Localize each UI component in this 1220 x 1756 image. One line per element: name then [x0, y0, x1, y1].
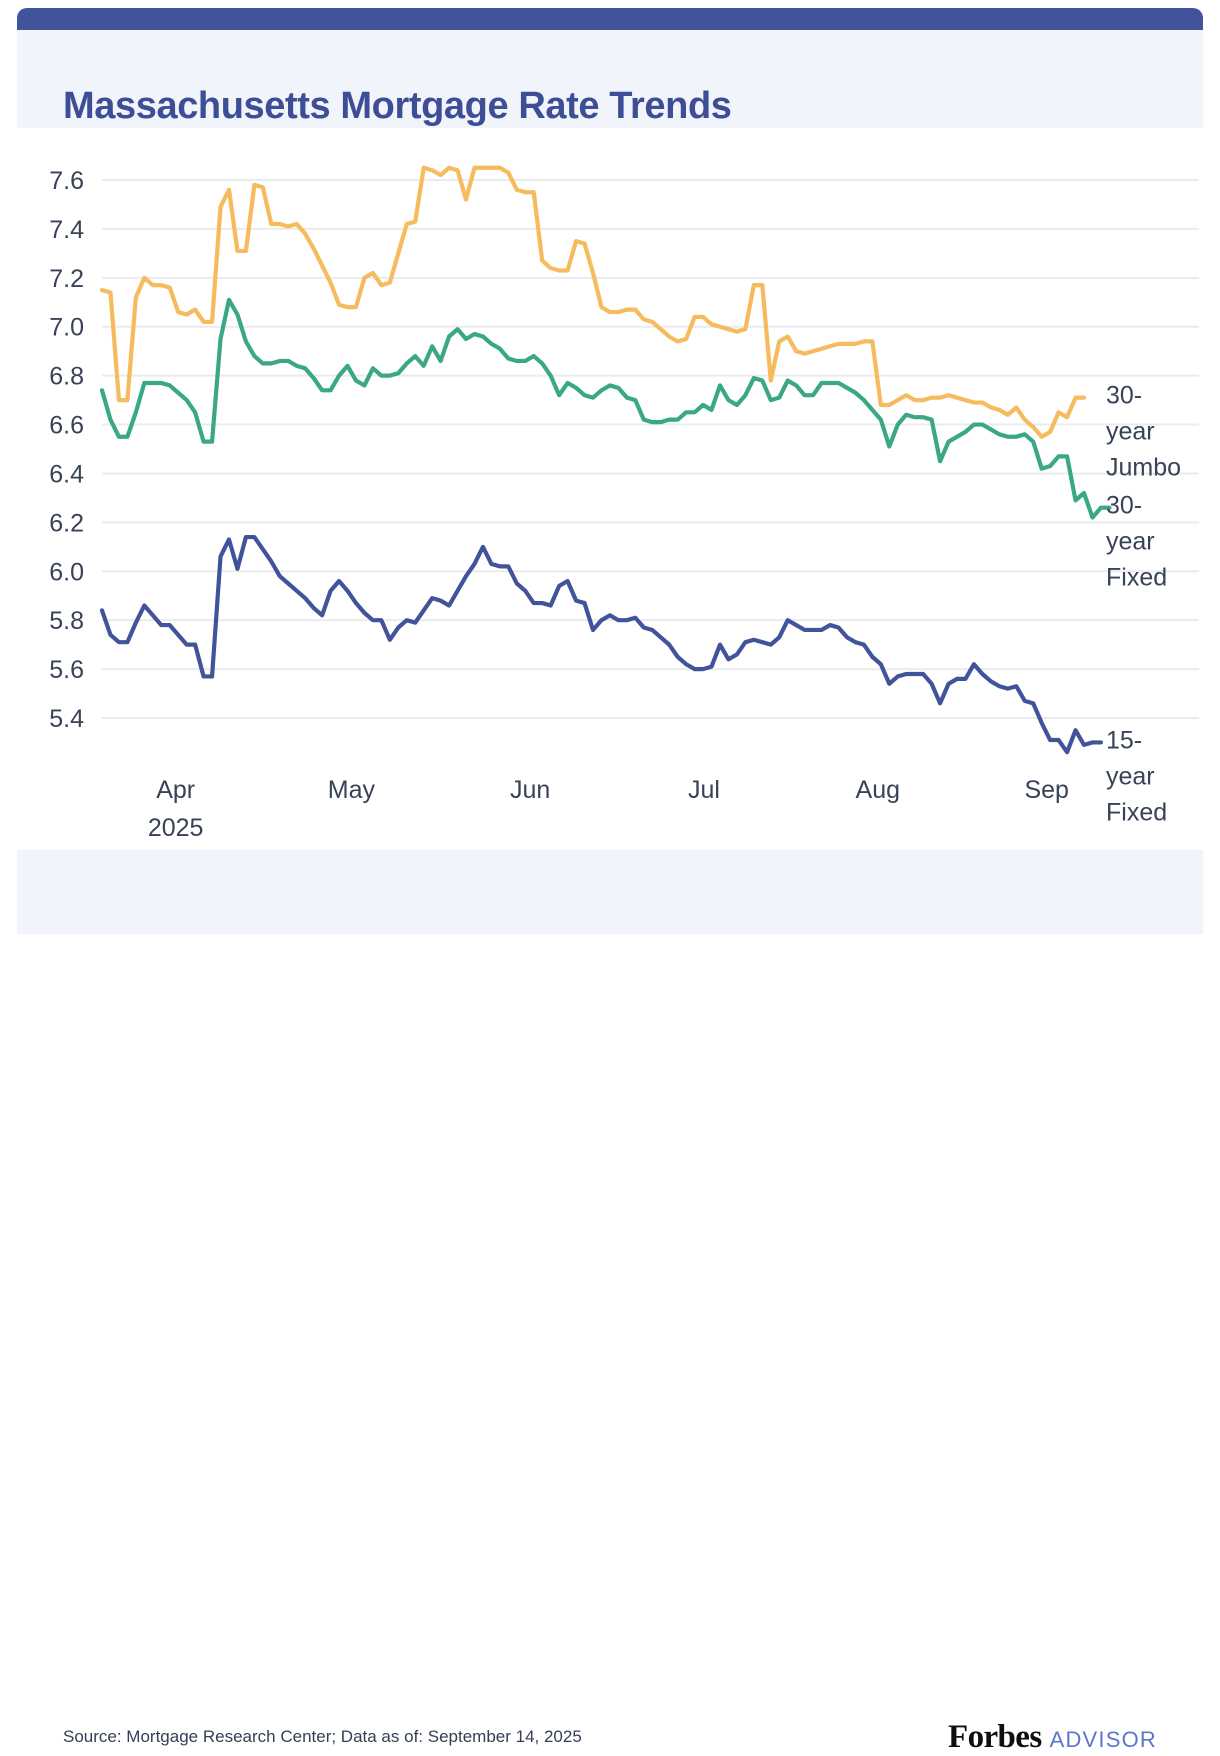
x-tick-label: Jul	[688, 776, 720, 804]
y-tick-label: 6.0	[49, 558, 84, 586]
y-tick-label: 5.4	[49, 705, 84, 733]
series-label-line: Fixed	[1106, 564, 1167, 592]
y-tick-label: 7.6	[49, 167, 84, 195]
accent-band	[17, 8, 1203, 32]
x-tick-label: Jun	[510, 776, 550, 804]
series-label-line: 15-	[1106, 726, 1142, 754]
y-tick-label: 5.6	[49, 656, 84, 684]
forbes-wordmark: Forbes	[948, 1719, 1042, 1755]
series-label-line: year	[1106, 528, 1155, 556]
y-tick-label: 6.2	[49, 509, 84, 537]
data-series-lines	[99, 165, 1112, 755]
y-tick-label: 6.6	[49, 412, 84, 440]
title-panel: Massachusetts Mortgage Rate Trends	[17, 30, 1203, 128]
x-tick-label: Apr	[156, 776, 195, 804]
y-tick-label: 7.0	[49, 314, 84, 342]
series-label-line: year	[1106, 762, 1155, 790]
series-label-line: 30-	[1106, 382, 1142, 410]
source-note: Source: Mortgage Research Center; Data a…	[63, 1727, 582, 1746]
x-tick-year-label: 2025	[148, 814, 204, 842]
series-label-line: year	[1106, 418, 1155, 446]
plot-area: 5.4 5.6 5.8 6.0 6.2 6.4 6.6 6.8 7.0 7.2 7.4 7.6 Apr…	[17, 128, 1203, 850]
series-line	[99, 297, 1112, 520]
x-tick-label: May	[328, 776, 376, 804]
y-tick-label: 7.2	[49, 265, 84, 293]
series-label-line: Jumbo	[1106, 454, 1181, 482]
x-axis-tick-labels: Apr 2025 May Jun Jul Aug Sep	[148, 776, 1069, 842]
x-tick-label: Aug	[856, 776, 900, 804]
y-tick-label: 6.4	[49, 460, 84, 488]
y-axis-tick-labels: 5.4 5.6 5.8 6.0 6.2 6.4 6.6 6.8 7.0 7.2 7.4 7.6	[49, 167, 84, 733]
y-tick-label: 5.8	[49, 607, 84, 635]
x-tick-label: Sep	[1024, 776, 1068, 804]
gridlines	[102, 179, 1199, 719]
y-tick-label: 6.8	[49, 363, 84, 391]
series-label-line: Fixed	[1106, 798, 1167, 826]
chart-card: Massachusetts Mortgage Rate Trends 5.4 5.…	[17, 8, 1203, 1755]
series-end-labels: 30- year Jumbo 30- year Fixed 15- year Fixed	[1106, 382, 1181, 827]
line-chart-svg: 5.4 5.6 5.8 6.0 6.2 6.4 6.6 6.8 7.0 7.2 7.4 7.6 Apr…	[49, 165, 1199, 842]
series-line	[99, 165, 1087, 439]
forbes-advisor-logo: Forbes ADVISOR	[948, 1719, 1157, 1756]
series-label-line: 30-	[1106, 492, 1142, 520]
advisor-wordmark: ADVISOR	[1049, 1727, 1157, 1752]
footer-panel: Source: Mortgage Research Center; Data a…	[17, 850, 1203, 1755]
series-line	[99, 534, 1104, 755]
page-title: Massachusetts Mortgage Rate Trends	[63, 85, 732, 127]
y-tick-label: 7.4	[49, 216, 84, 244]
